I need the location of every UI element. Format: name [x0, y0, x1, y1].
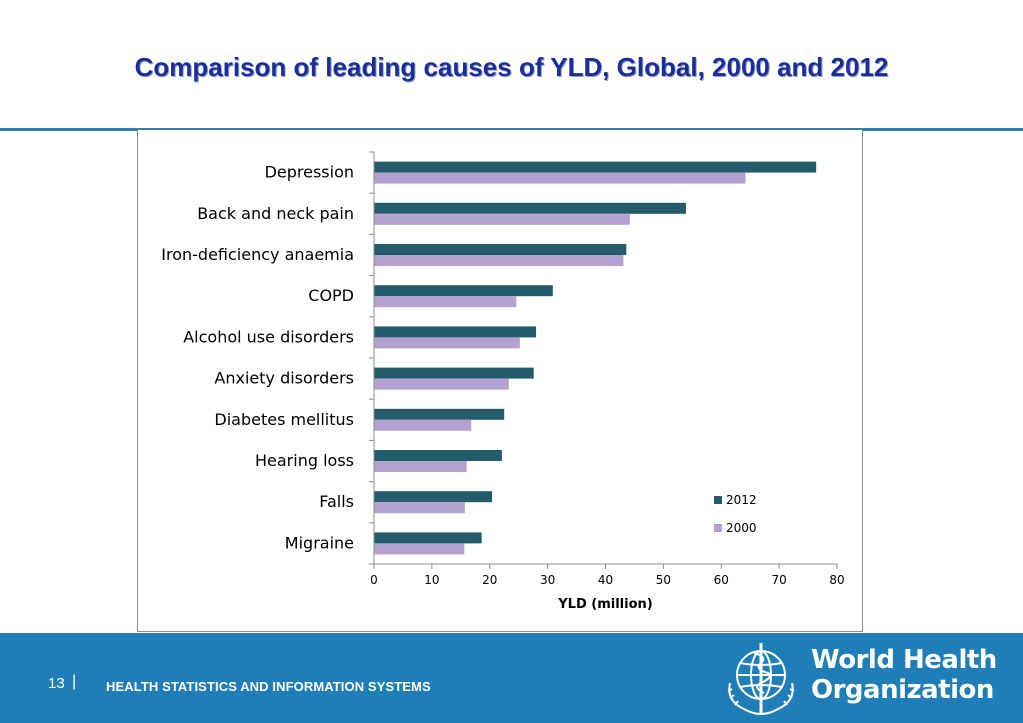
- legend-label: 2000: [726, 521, 757, 535]
- legend-swatch-2012: [714, 496, 722, 504]
- who-emblem-icon: [727, 643, 795, 715]
- x-tick-label: 10: [424, 573, 439, 587]
- category-label: Back and neck pain: [197, 204, 354, 223]
- bar-2000: [374, 419, 472, 431]
- bar-2012: [374, 285, 553, 297]
- bar-2000: [374, 255, 624, 266]
- slide-title: Comparison of leading causes of YLD, Glo…: [134, 52, 889, 82]
- bar-2012: [374, 532, 482, 544]
- category-label: Migraine: [285, 533, 354, 552]
- bar-2012: [374, 408, 505, 420]
- category-label: Falls: [319, 492, 354, 511]
- bar-2000: [374, 337, 520, 349]
- page-separator: |: [72, 673, 77, 690]
- x-tick-label: 20: [482, 573, 497, 587]
- title-divider: [0, 128, 1023, 131]
- org-name-line2: Organization: [811, 675, 994, 705]
- bar-2000: [374, 461, 467, 472]
- bar-2000: [374, 172, 746, 184]
- footer-text: HEALTH STATISTICS AND INFORMATION SYSTEM…: [106, 679, 431, 694]
- legend-swatch-2000: [714, 524, 722, 532]
- bar-2000: [374, 213, 630, 225]
- category-label: Diabetes mellitus: [214, 410, 354, 429]
- category-label: Alcohol use disorders: [183, 327, 354, 346]
- category-label: Iron-deficiency anaemia: [161, 245, 354, 264]
- x-tick-label: 30: [540, 573, 555, 587]
- bar-2012: [374, 450, 502, 461]
- legend-label: 2012: [726, 493, 757, 507]
- bar-2000: [374, 543, 465, 555]
- bar-2000: [374, 378, 509, 390]
- x-tick-label: 50: [656, 573, 671, 587]
- category-label: Hearing loss: [255, 451, 354, 470]
- bar-2012: [374, 326, 537, 338]
- x-tick-label: 80: [829, 573, 844, 587]
- x-tick-label: 40: [598, 573, 613, 587]
- bar-2012: [374, 367, 534, 379]
- org-name-line1: World Health: [811, 645, 997, 675]
- category-label: Anxiety disorders: [214, 369, 354, 388]
- bar-2012: [374, 161, 817, 173]
- chart-frame: Depression Back and neck pain Iron-deficie…: [137, 130, 863, 632]
- x-tick-label: 60: [714, 573, 729, 587]
- bar-2012: [374, 202, 686, 214]
- footer-bar: 13 | HEALTH STATISTICS AND INFORMATION S…: [0, 633, 1023, 723]
- category-label: COPD: [308, 286, 354, 305]
- bar-2000: [374, 296, 517, 308]
- x-axis-title: YLD (million): [557, 597, 652, 612]
- bar-2012: [374, 491, 493, 503]
- bar-2012: [374, 244, 627, 255]
- bar-chart: Depression Back and neck pain Iron-deficie…: [161, 151, 845, 612]
- bar-2000: [374, 502, 465, 514]
- x-tick-label: 70: [771, 573, 786, 587]
- category-label: Depression: [265, 163, 354, 182]
- page-number: 13: [48, 675, 65, 692]
- x-tick-label: 0: [370, 573, 378, 587]
